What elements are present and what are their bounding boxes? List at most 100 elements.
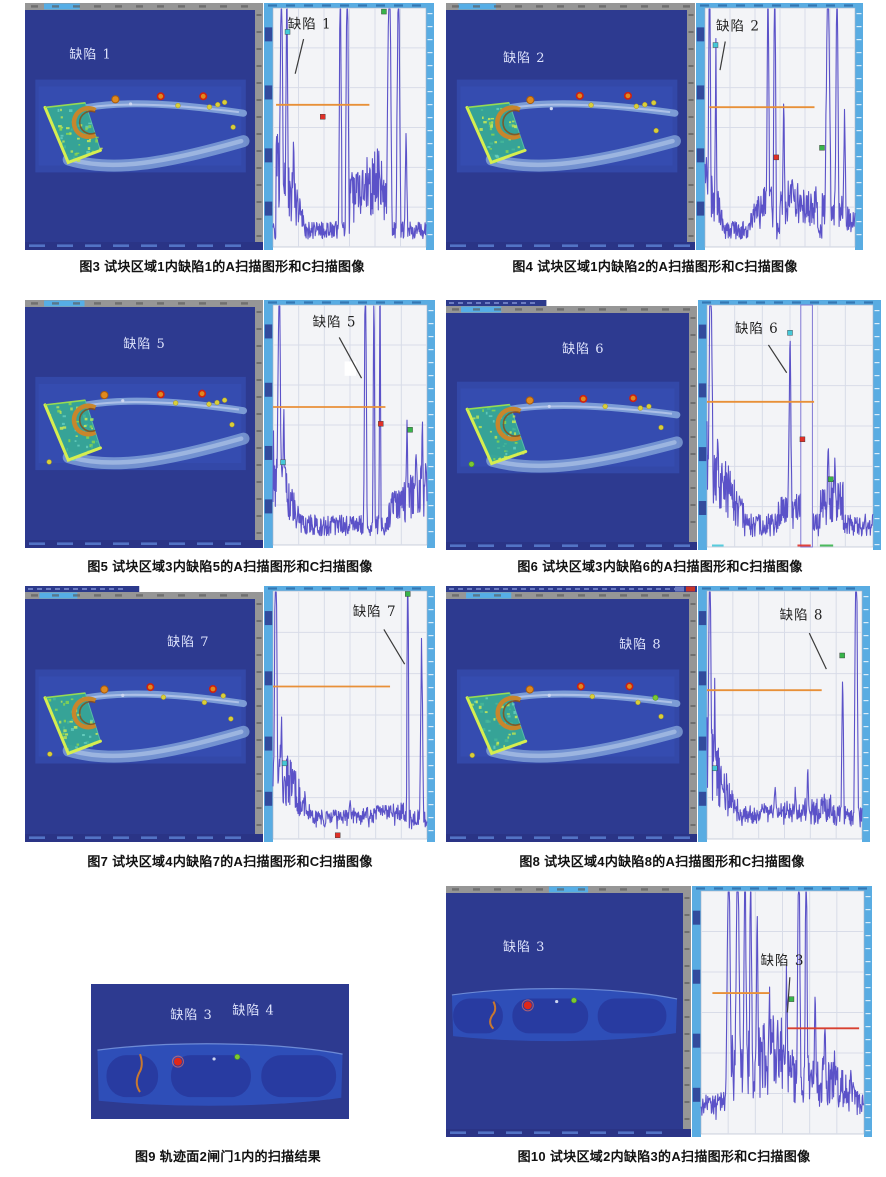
defect-dot-yellow — [214, 399, 220, 406]
echo-window — [800, 304, 813, 548]
defect-label: 缺陷 7 — [353, 604, 397, 620]
orange-arc-indication — [71, 403, 97, 437]
defect-dot-orange — [100, 685, 109, 694]
defect-dot-yellow — [220, 693, 226, 699]
defect-dot-green — [652, 694, 659, 701]
defect-dot-yellow — [602, 403, 608, 410]
defect-speck — [547, 693, 551, 697]
ascan-left-strip — [698, 591, 707, 842]
figure-5-graphic: 缺陷 5 缺陷 5 — [25, 300, 435, 548]
defect-dot-yellow — [206, 104, 213, 110]
defect-dot-orange — [525, 685, 534, 694]
figure-4-graphic: 缺陷 2 缺陷 2 — [446, 3, 863, 250]
ascan-right-ruler — [427, 591, 435, 842]
ascan-left-strip — [264, 305, 273, 548]
ascan-panel: 缺陷 1 — [264, 3, 434, 250]
fig9-svg: 缺陷 3 缺陷 4 — [91, 984, 349, 1119]
defect-leader-line — [719, 41, 726, 71]
green-marker — [827, 476, 834, 482]
orange-arc-indication — [495, 406, 522, 442]
figure-7-caption: 图7 试块区域4内缺陷7的A扫描图形和C扫描图像 — [87, 854, 373, 869]
figure-10-caption: 图10 试块区域2内缺陷3的A扫描图形和C扫描图像 — [517, 1149, 811, 1164]
defect-dot-yellow — [653, 127, 659, 134]
vertical-ruler — [255, 10, 263, 242]
ascan-left-strip — [692, 891, 701, 1137]
red-marker — [320, 114, 326, 120]
defect-label: 缺陷 8 — [619, 637, 661, 652]
vertical-ruler — [255, 307, 263, 540]
defect-dot-orange — [526, 95, 535, 105]
defect-dot-yellow — [230, 124, 236, 130]
ascan-top-bar — [698, 300, 881, 305]
cyan-marker — [787, 330, 793, 336]
defect-dot-red-ring — [146, 683, 155, 692]
defect-dot-yellow — [228, 716, 234, 722]
cyan-marker — [712, 765, 718, 772]
ascan-waveform — [272, 8, 427, 240]
orange-squiggle-indication — [135, 1053, 143, 1093]
defect-label: 缺陷 3 — [761, 953, 805, 969]
defect-dot-yellow — [229, 422, 235, 428]
defect-label: 缺陷 2 — [716, 19, 760, 35]
green-marker — [788, 996, 795, 1002]
ascan-panel: 缺陷 5 — [264, 300, 435, 548]
green-marker — [407, 427, 413, 433]
defect-dot-yellow — [633, 103, 640, 109]
defect-speck — [555, 999, 559, 1004]
defect-leader-line — [808, 632, 827, 670]
ascan-waveform — [700, 891, 865, 1121]
defect-dot-red-ring — [198, 389, 207, 398]
figure-3-caption: 图3 试块区域1内缺陷1的A扫描图形和C扫描图像 — [79, 259, 365, 274]
defect-leader-line — [294, 38, 305, 74]
fig6-svg: 缺陷 6 缺陷 6 — [446, 300, 881, 550]
horizontal-ruler — [25, 3, 263, 10]
defect-speck — [547, 404, 551, 409]
defect-dot-green — [234, 1054, 241, 1060]
horizontal-ruler — [446, 592, 697, 599]
ascan-waveform — [272, 305, 428, 537]
defect-dot-yellow — [221, 99, 228, 105]
defect-dot-yellow — [651, 100, 657, 106]
defect-dot-yellow — [589, 693, 595, 700]
defect-dot-yellow — [469, 752, 475, 758]
defect-leader-line — [383, 629, 406, 665]
ascan-top-bar — [264, 300, 435, 305]
red-marker — [378, 421, 384, 427]
defect-label: 缺陷 3 — [503, 940, 545, 955]
horizontal-ruler — [446, 3, 695, 10]
ascan-right-ruler — [855, 8, 863, 250]
defect-leader-line — [786, 977, 791, 1013]
ascan-panel: 缺陷 7 — [264, 586, 435, 842]
defect-dot-yellow — [637, 405, 644, 411]
horizontal-ruler — [25, 300, 263, 307]
defect-dot-red-ring — [208, 685, 217, 694]
ascan-left-strip — [696, 8, 705, 250]
defect-label: 缺陷 1 — [288, 16, 332, 32]
defect-label: 缺陷 6 — [735, 321, 779, 337]
defect-dot-orange — [100, 390, 109, 400]
cyan-marker — [712, 42, 719, 48]
figure-10-graphic: 缺陷 3 缺陷 3 — [446, 886, 872, 1137]
defect-dot-orange — [111, 95, 120, 104]
red-defect-spot — [523, 1001, 532, 1010]
defect-dot-yellow — [221, 397, 228, 403]
green-marker — [839, 652, 845, 659]
green-marker — [405, 591, 411, 597]
figure-9-graphic: 缺陷 3 缺陷 4 — [91, 984, 349, 1119]
defect-label: 缺陷 6 — [562, 342, 604, 357]
red-defect-spot — [173, 1057, 182, 1066]
cscan-panel: 缺陷 2 — [446, 3, 695, 250]
defect-dot-yellow — [206, 401, 212, 407]
figure-7-graphic: 缺陷 7 缺陷 7 — [25, 586, 435, 842]
figure-9-caption: 图9 轨迹面2闸门1内的扫描结果 — [134, 1149, 322, 1164]
figure-6-caption: 图6 试块区域3内缺陷6的A扫描图形和C扫描图像 — [517, 559, 803, 574]
ascan-left-strip — [698, 305, 707, 550]
defect-dot-yellow — [201, 699, 208, 706]
green-marker — [819, 145, 825, 151]
ascan-panel: 缺陷 6 — [698, 300, 881, 550]
ascan-waveform — [704, 8, 856, 240]
defect-dot-red-ring — [575, 91, 584, 100]
cscan-panel: 缺陷 1 — [25, 3, 263, 250]
green-marker — [381, 8, 387, 15]
ruler-highlight — [44, 300, 85, 307]
